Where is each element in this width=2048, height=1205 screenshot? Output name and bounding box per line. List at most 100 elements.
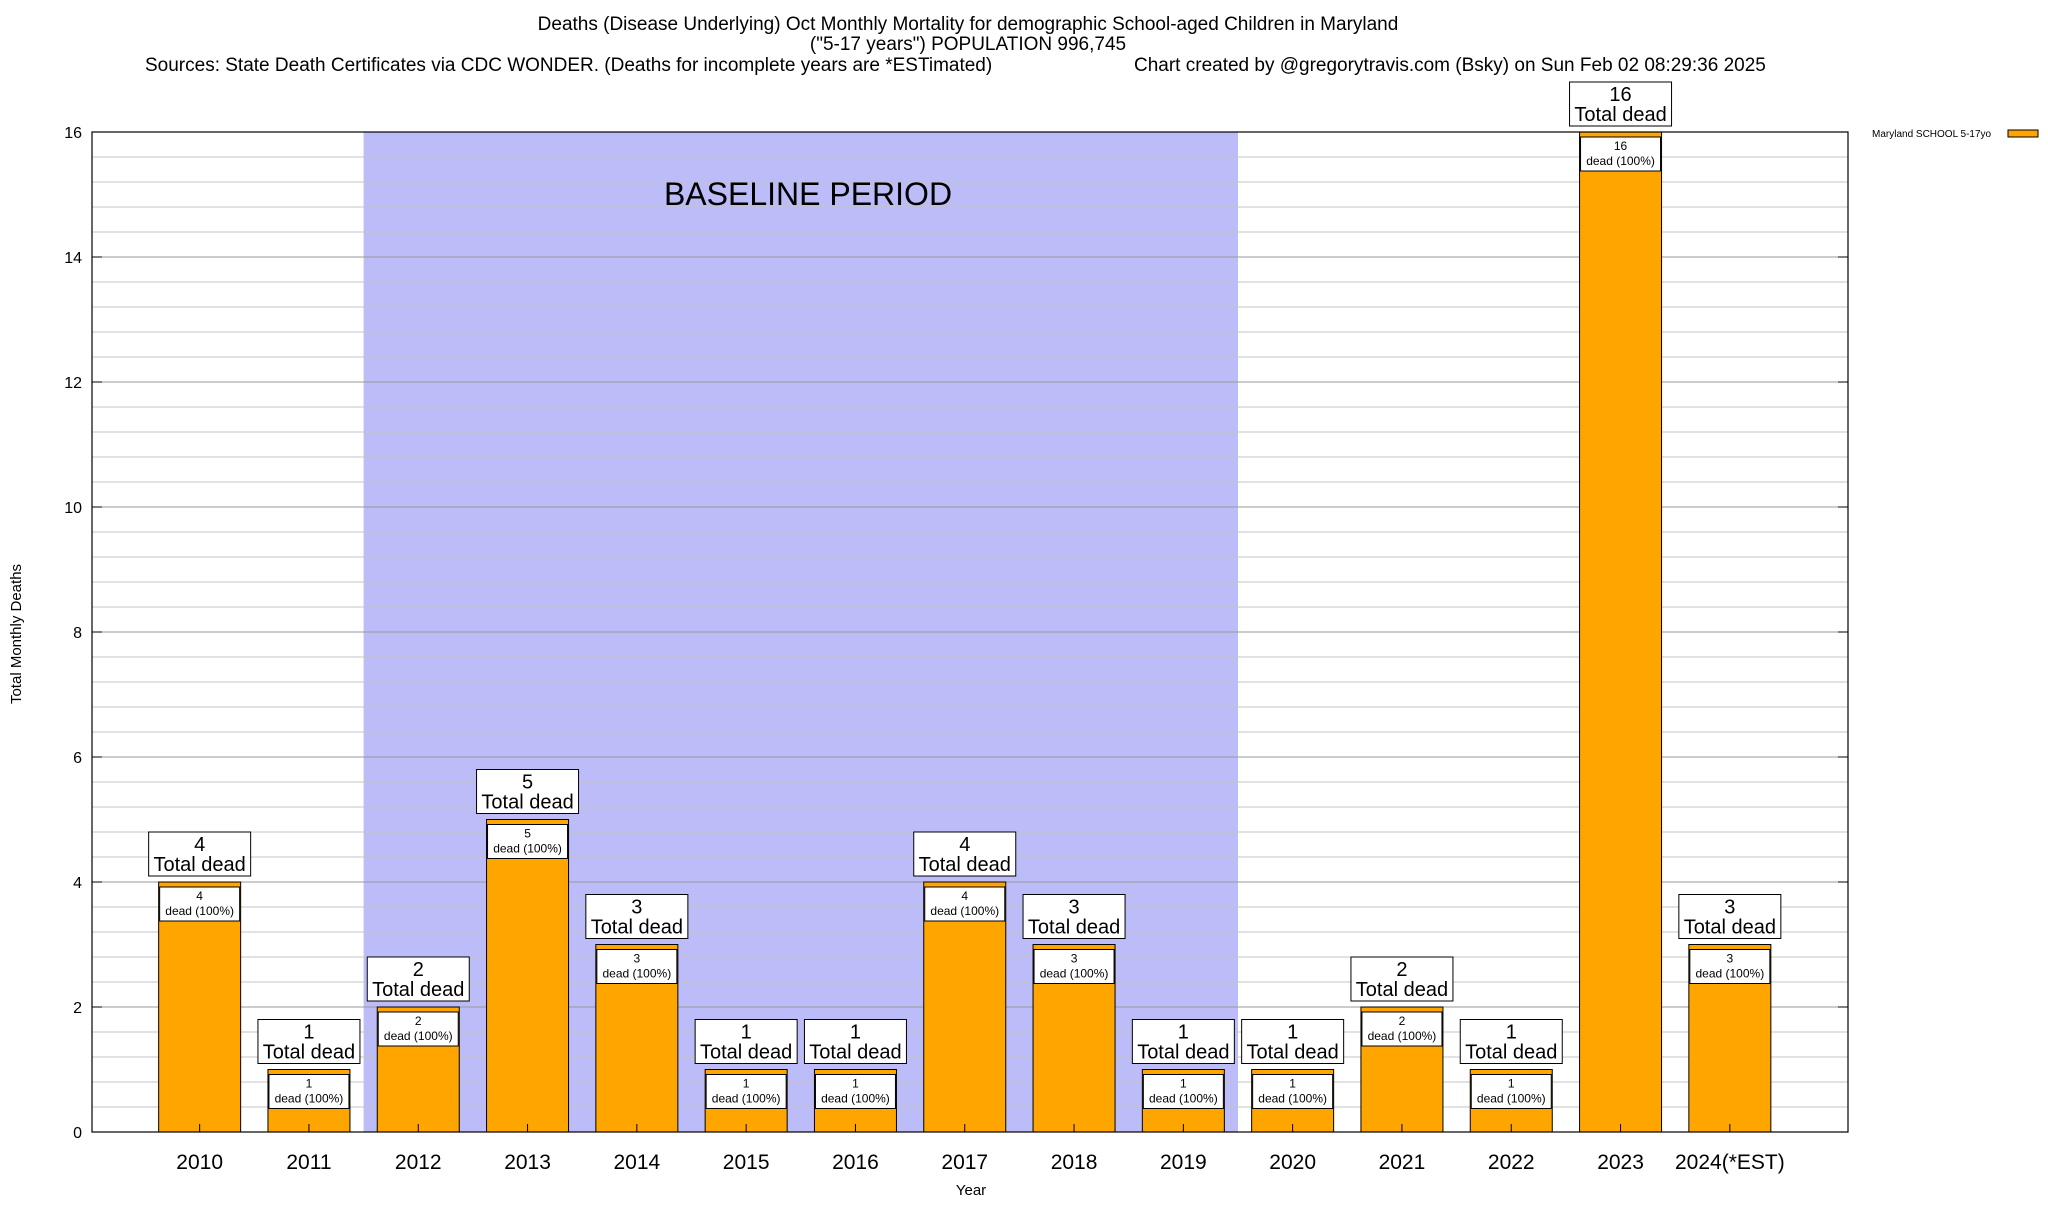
bar-inner-value-label: 16 xyxy=(1614,139,1628,153)
y-tick-label: 16 xyxy=(64,125,82,142)
bar-inner-label-box xyxy=(1142,1074,1224,1109)
bar-inner-label-box xyxy=(1033,949,1115,984)
bar-total-text-label: Total dead xyxy=(700,1042,792,1064)
x-tick-label: 2020 xyxy=(1269,1151,1316,1174)
bar-total-value-label: 1 xyxy=(741,1022,752,1044)
bar-total-text-label: Total dead xyxy=(1028,917,1120,939)
x-tick-label: 2015 xyxy=(723,1151,770,1174)
bar-total-label-box xyxy=(1241,1019,1345,1064)
bar-total-label-box xyxy=(803,1019,907,1064)
chart-title-line-1: Deaths (Disease Underlying) Oct Monthly … xyxy=(538,14,1399,35)
bar-total-text-label: Total dead xyxy=(1356,979,1448,1001)
baseline-period-label: BASELINE PERIOD xyxy=(664,176,952,212)
bar-total-value-label: 4 xyxy=(959,834,970,856)
bar-inner-pct-label: dead (100%) xyxy=(1477,1092,1546,1106)
plot-border xyxy=(91,131,1849,1133)
bar-total-label-box xyxy=(913,831,1017,877)
bar-total-value-label: 1 xyxy=(850,1022,861,1044)
bar-inner-label-box xyxy=(159,886,241,922)
y-axis-label: Total Monthly Deaths xyxy=(8,564,25,704)
bar-total-value-label: 1 xyxy=(1178,1022,1189,1044)
bar-total-value-label: 4 xyxy=(194,834,205,856)
bar-total-text-label: Total dead xyxy=(809,1042,901,1064)
bar-2017 xyxy=(923,881,1007,1133)
x-tick-label: 2021 xyxy=(1379,1151,1426,1174)
y-tick-label: 0 xyxy=(73,1125,82,1142)
bar-total-value-label: 16 xyxy=(1609,84,1631,106)
bar-total-value-label: 1 xyxy=(1506,1022,1517,1044)
bar-2013 xyxy=(486,819,570,1133)
x-tick-label: 2023 xyxy=(1597,1151,1644,1174)
x-tick-label: 2017 xyxy=(941,1151,988,1174)
bar-total-label-box xyxy=(148,831,252,877)
bar-total-label-box xyxy=(476,769,580,814)
chart-sources: Sources: State Death Certificates via CD… xyxy=(145,55,992,76)
bar-inner-value-label: 3 xyxy=(634,952,641,966)
x-axis-label: Year xyxy=(956,1182,986,1199)
bar-total-label-box xyxy=(1350,956,1454,1002)
bar-inner-pct-label: dead (100%) xyxy=(602,967,671,981)
y-tick-label: 8 xyxy=(73,625,82,642)
bar-inner-label-box xyxy=(487,824,569,859)
bar-total-text-label: Total dead xyxy=(263,1042,355,1064)
bar-inner-label-box xyxy=(814,1074,896,1109)
bar-inner-value-label: 5 xyxy=(524,827,531,841)
x-tick-label: 2013 xyxy=(504,1151,551,1174)
bar-inner-value-label: 2 xyxy=(1399,1014,1406,1028)
bar-total-text-label: Total dead xyxy=(919,854,1011,876)
y-tick-label: 10 xyxy=(64,500,82,517)
bar-inner-value-label: 1 xyxy=(1508,1077,1515,1091)
bar-inner-value-label: 1 xyxy=(306,1077,313,1091)
bar-total-label-box xyxy=(1022,894,1126,939)
bar-total-value-label: 3 xyxy=(1068,897,1079,919)
bar-inner-pct-label: dead (100%) xyxy=(165,904,234,918)
bar-inner-pct-label: dead (100%) xyxy=(821,1092,890,1106)
bar-inner-label-box xyxy=(268,1074,350,1109)
bar-inner-value-label: 1 xyxy=(852,1077,859,1091)
bar-inner-label-box xyxy=(377,1011,459,1047)
bar-inner-pct-label: dead (100%) xyxy=(1586,154,1655,168)
bar-total-text-label: Total dead xyxy=(1137,1042,1229,1064)
bar-total-label-box xyxy=(1569,81,1673,127)
bar-inner-pct-label: dead (100%) xyxy=(275,1092,344,1106)
x-tick-label: 2014 xyxy=(613,1151,660,1174)
bar-inner-value-label: 3 xyxy=(1071,952,1078,966)
bar-total-text-label: Total dead xyxy=(1465,1042,1557,1064)
bar-total-label-box xyxy=(1678,894,1782,939)
bar-total-text-label: Total dead xyxy=(1574,104,1666,126)
bar-inner-label-box xyxy=(596,949,678,984)
bar-inner-label-box xyxy=(1252,1074,1334,1109)
x-tick-label: 2022 xyxy=(1488,1151,1535,1174)
bar-inner-pct-label: dead (100%) xyxy=(930,904,999,918)
bar-total-value-label: 3 xyxy=(631,897,642,919)
bar-inner-value-label: 4 xyxy=(961,889,968,903)
bar-total-label-box xyxy=(366,956,470,1002)
bar-inner-label-box xyxy=(1580,136,1662,172)
x-tick-label: 2010 xyxy=(176,1151,223,1174)
bar-inner-value-label: 1 xyxy=(1180,1077,1187,1091)
bar-inner-pct-label: dead (100%) xyxy=(493,842,562,856)
bar-inner-pct-label: dead (100%) xyxy=(1695,967,1764,981)
y-tick-label: 2 xyxy=(73,1000,82,1017)
bar-total-label-box xyxy=(1131,1019,1235,1064)
x-tick-label: 2016 xyxy=(832,1151,879,1174)
bar-inner-value-label: 1 xyxy=(743,1077,750,1091)
x-tick-label: 2024(*EST) xyxy=(1675,1151,1785,1174)
bar-inner-label-box xyxy=(1689,949,1771,984)
bar-inner-label-box xyxy=(1470,1074,1552,1109)
y-tick-label: 14 xyxy=(64,250,82,267)
bar-total-value-label: 2 xyxy=(413,959,424,981)
bar-inner-value-label: 2 xyxy=(415,1014,422,1028)
bar-total-text-label: Total dead xyxy=(481,792,573,814)
x-tick-label: 2019 xyxy=(1160,1151,1207,1174)
bar-total-label-box xyxy=(694,1019,798,1064)
bar-total-label-box xyxy=(257,1019,361,1064)
bar-inner-pct-label: dead (100%) xyxy=(1040,967,1109,981)
bar-inner-value-label: 3 xyxy=(1727,952,1734,966)
x-tick-label: 2012 xyxy=(395,1151,442,1174)
bar-inner-label-box xyxy=(1361,1011,1443,1047)
bar-inner-value-label: 4 xyxy=(196,889,203,903)
bar-inner-pct-label: dead (100%) xyxy=(1368,1029,1437,1043)
